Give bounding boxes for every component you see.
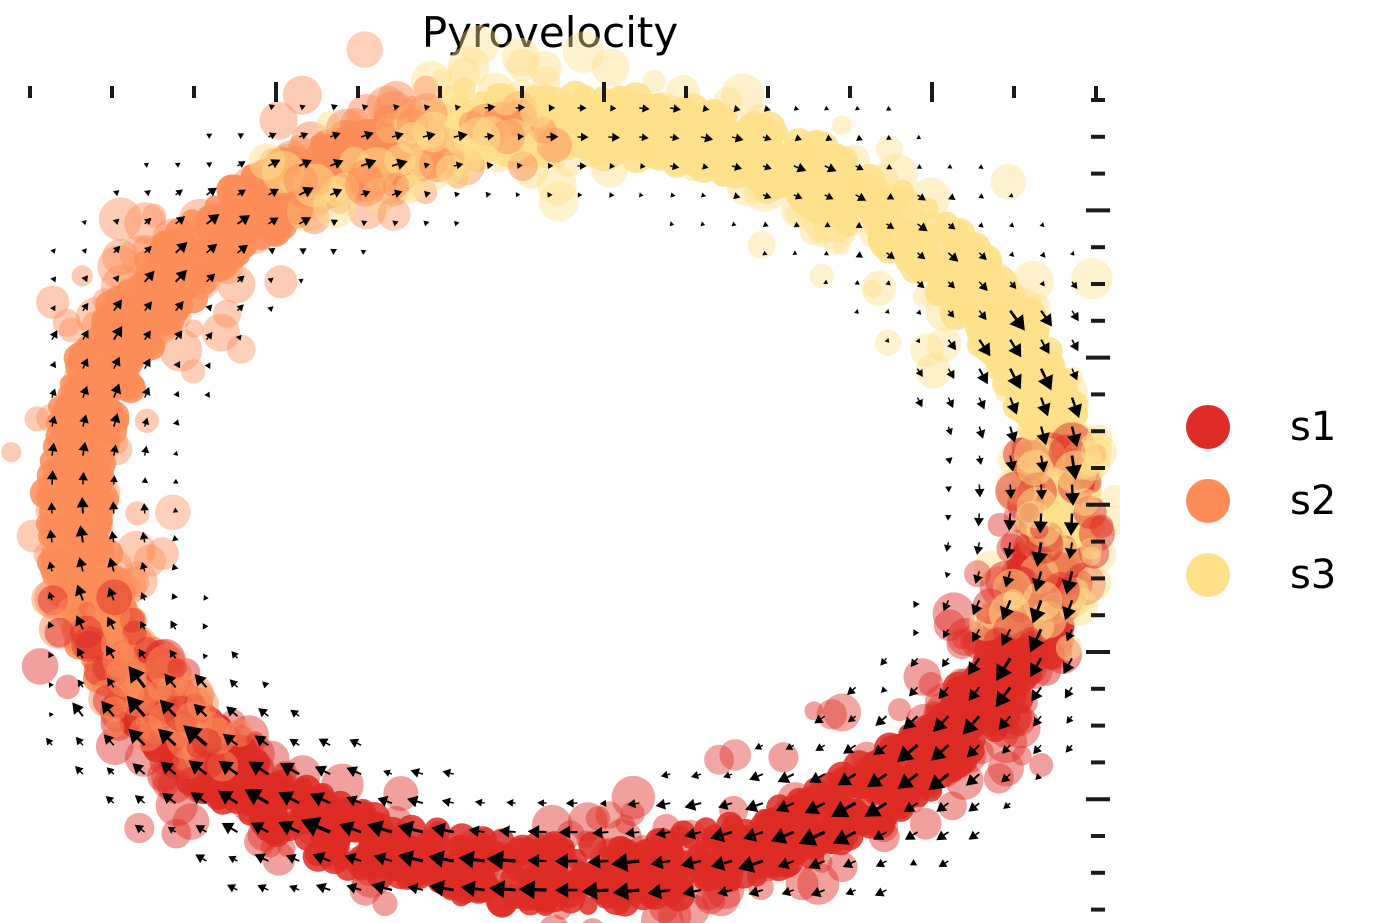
legend-label-s1: s1 bbox=[1290, 404, 1337, 450]
data-point bbox=[160, 293, 191, 324]
legend-swatch-s1 bbox=[1186, 405, 1230, 449]
legend-swatch-s2 bbox=[1186, 479, 1230, 523]
data-point bbox=[152, 235, 183, 266]
legend-item-s3[interactable]: s3 bbox=[1170, 538, 1380, 612]
data-point bbox=[415, 830, 443, 857]
data-point bbox=[782, 826, 807, 851]
legend-item-s1[interactable]: s1 bbox=[1170, 390, 1380, 464]
data-point bbox=[783, 137, 813, 167]
legend-swatch-s3 bbox=[1186, 553, 1230, 597]
legend-label-s3: s3 bbox=[1290, 552, 1337, 598]
page-title: Pyrovelocity bbox=[421, 8, 679, 57]
data-point bbox=[578, 831, 607, 860]
data-point bbox=[753, 111, 786, 144]
axes-layer bbox=[28, 82, 1110, 912]
legend-label-s2: s2 bbox=[1290, 478, 1337, 524]
scatter-layer bbox=[1, 25, 1120, 923]
data-point bbox=[626, 134, 656, 164]
legend-item-s2[interactable]: s2 bbox=[1170, 464, 1380, 538]
data-point bbox=[487, 887, 518, 918]
data-point bbox=[395, 867, 419, 890]
plot-canvas bbox=[1, 25, 1120, 923]
legend: s1 s2 s3 bbox=[1170, 390, 1380, 612]
data-point bbox=[180, 209, 204, 232]
